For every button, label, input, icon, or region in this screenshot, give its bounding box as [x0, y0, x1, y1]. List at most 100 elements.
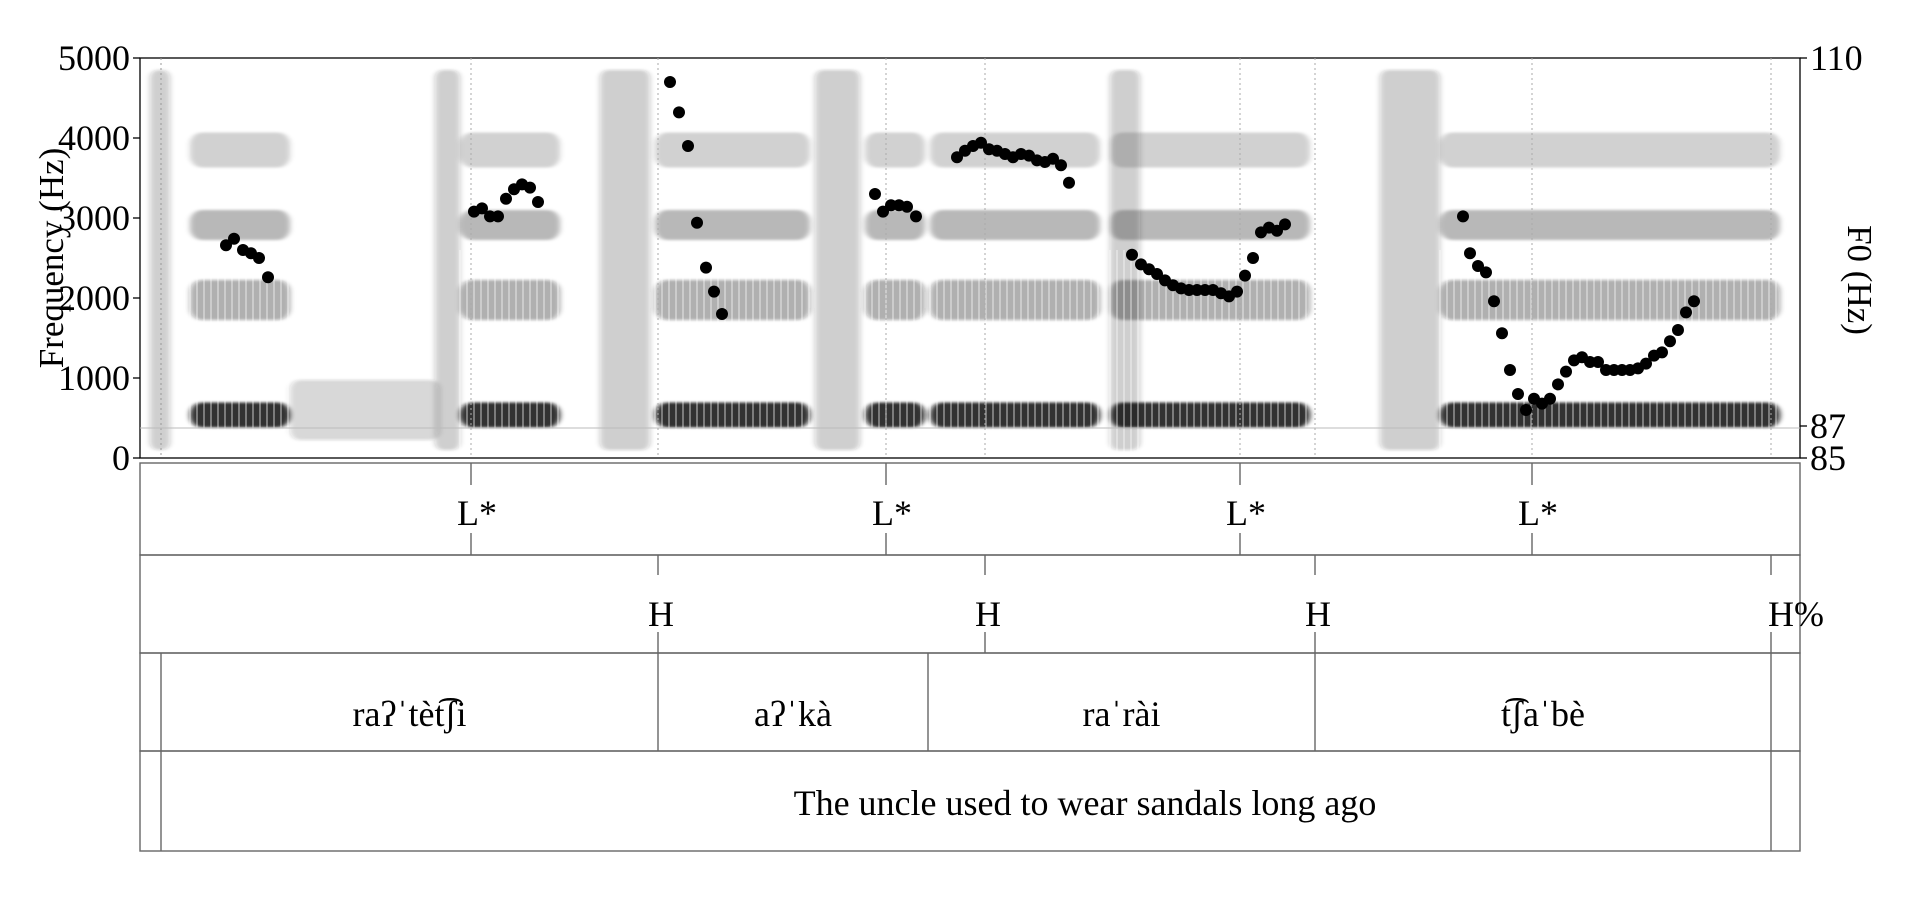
energy-band [190, 402, 290, 428]
f0-point [1271, 224, 1283, 237]
energy-band [930, 402, 1100, 428]
f0-point [253, 252, 265, 264]
f0-point [1496, 327, 1508, 340]
boundary-tone-label: H% [1768, 594, 1824, 634]
starred-tone-label: L* [1226, 493, 1266, 533]
energy-band [1440, 132, 1780, 168]
f0-point [700, 261, 712, 274]
f0-point [1279, 218, 1291, 231]
boundary-tone-label: H [648, 594, 674, 634]
boundary-tone-label: H [1305, 594, 1331, 634]
word-label: raˈrài [1083, 694, 1161, 734]
f0-point [673, 106, 685, 119]
energy-band [930, 210, 1100, 240]
f0-point [708, 285, 720, 298]
f0-point [1472, 260, 1484, 272]
f0-point [1504, 364, 1516, 376]
frequency-tick-label: 3000 [58, 198, 130, 238]
f0-point [492, 210, 504, 223]
frequency-tick-label: 5000 [58, 38, 130, 78]
word-label: t͡ʃaˈbè [1501, 694, 1585, 734]
energy-band [190, 280, 290, 320]
f0-point [716, 308, 728, 320]
f0-point [664, 76, 676, 88]
energy-band [460, 280, 560, 320]
spectrogram-striations [189, 250, 1777, 455]
energy-band [1110, 280, 1310, 320]
f0-point [1560, 365, 1572, 378]
f0-point [910, 210, 922, 223]
energy-band [460, 132, 560, 168]
f0-point [951, 151, 963, 164]
frequency-axis: 0 1000 2000 3000 4000 5000 [58, 38, 140, 478]
f0-point [1592, 356, 1604, 368]
spectrogram-frame [139, 57, 1801, 459]
f0-point [1151, 268, 1163, 280]
starred-tone-labels: L* L* L* L* [457, 463, 1558, 555]
f0-tick-label: 85 [1810, 438, 1846, 478]
f0-tick-label: 87 [1810, 406, 1846, 446]
energy-band [655, 402, 810, 428]
f0-point [1464, 247, 1476, 260]
f0-point [220, 239, 232, 252]
energy-band [865, 210, 925, 240]
f0-point [1640, 357, 1652, 370]
f0-tick-label: 110 [1810, 38, 1863, 78]
f0-point [1488, 295, 1500, 308]
f0-point [228, 232, 240, 245]
f0-point [1457, 210, 1469, 223]
energy-band [930, 280, 1100, 320]
f0-point [1126, 248, 1138, 261]
f0-point [1047, 152, 1059, 165]
tier-boundary-tones [139, 554, 1801, 654]
spectrogram-panel [139, 57, 1801, 459]
word-label: raʔˈtèt͡ʃi [353, 694, 467, 734]
f0-point [877, 205, 889, 218]
f0-point [1552, 378, 1564, 391]
f0-point [869, 188, 881, 200]
f0-point [1672, 324, 1684, 336]
boundary-tone-labels: H H H H% [648, 555, 1824, 653]
energy-band [655, 132, 810, 168]
energy-band [1110, 132, 1310, 168]
energy-band [865, 402, 925, 428]
noise-burst [290, 380, 440, 440]
f0-point [1239, 269, 1251, 282]
word-labels: raʔˈtèt͡ʃi aʔˈkà raˈrài t͡ʃaˈbè [353, 653, 1772, 751]
f0-point [262, 271, 274, 284]
tier-translation [139, 750, 1801, 852]
energy-band [865, 132, 925, 168]
f0-point [500, 192, 512, 205]
energy-band [190, 132, 290, 168]
spectrogram-energy [150, 70, 1780, 450]
energy-band [460, 402, 560, 428]
noise-burst [815, 70, 860, 450]
noise-burst [150, 70, 170, 450]
energy-band [1440, 280, 1780, 320]
f0-point [1520, 404, 1532, 416]
f0-point [1664, 335, 1676, 348]
energy-band [190, 210, 290, 240]
frequency-tick-label: 2000 [58, 278, 130, 318]
frequency-tick-label: 0 [112, 438, 130, 478]
energy-band [655, 210, 810, 240]
frequency-tick-label: 4000 [58, 118, 130, 158]
f0-point [682, 140, 694, 152]
starred-tone-label: L* [872, 493, 912, 533]
tone-guides [470, 58, 1772, 458]
frequency-tick-label: 1000 [58, 358, 130, 398]
f0-point [1680, 306, 1692, 319]
f0-point [524, 181, 536, 194]
word-label: aʔˈkà [754, 694, 832, 734]
noise-burst [1110, 70, 1140, 450]
frequency-axis-label: Frequency (Hz) [32, 148, 71, 369]
f0-point [901, 200, 913, 213]
f0-axis-label: F0 (Hz) [1840, 225, 1879, 335]
energy-band [1440, 210, 1780, 240]
f0-point [1247, 252, 1259, 264]
noise-burst [1380, 70, 1440, 450]
f0-point [1231, 285, 1243, 298]
f0-point [1480, 266, 1492, 279]
f0-point [691, 216, 703, 229]
